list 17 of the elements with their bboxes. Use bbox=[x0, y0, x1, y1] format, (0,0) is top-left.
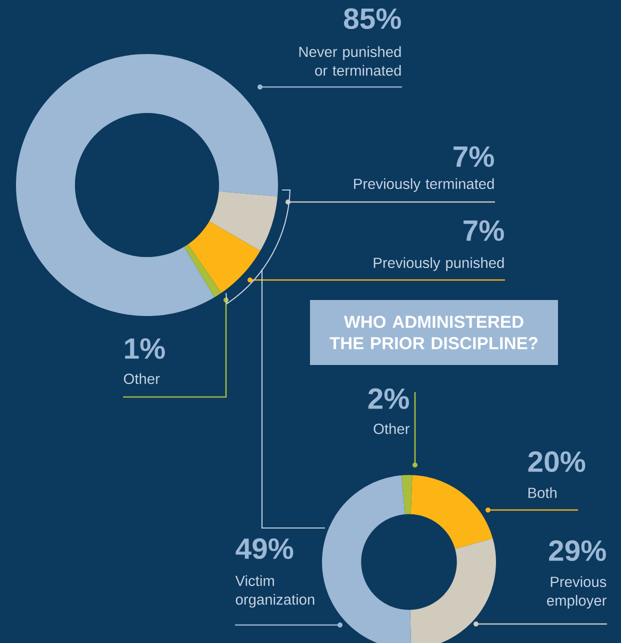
slice-label: Never punished or terminated bbox=[299, 46, 401, 76]
slice-label: Previously punished bbox=[374, 257, 504, 271]
data-label: 49% bbox=[236, 538, 294, 560]
data-label: 7% bbox=[454, 146, 494, 167]
data-label: 7% bbox=[464, 220, 504, 241]
data-label: 1% bbox=[125, 338, 165, 359]
slice-label: Other bbox=[124, 373, 160, 384]
data-label: 2% bbox=[368, 388, 409, 409]
slice-label: Previous employer bbox=[547, 576, 606, 609]
data-label: 20% bbox=[528, 451, 586, 472]
data-label: 85% bbox=[344, 8, 401, 30]
slice-label: Victim organization bbox=[235, 575, 314, 608]
data-label: 29% bbox=[549, 540, 606, 562]
slice-label: Both bbox=[528, 487, 556, 498]
chart-title: WHO ADMINISTERED THE PRIOR DISCIPLINE? bbox=[330, 316, 538, 350]
slice-label: Other bbox=[374, 423, 410, 434]
slice-label: Previously terminated bbox=[354, 178, 494, 192]
